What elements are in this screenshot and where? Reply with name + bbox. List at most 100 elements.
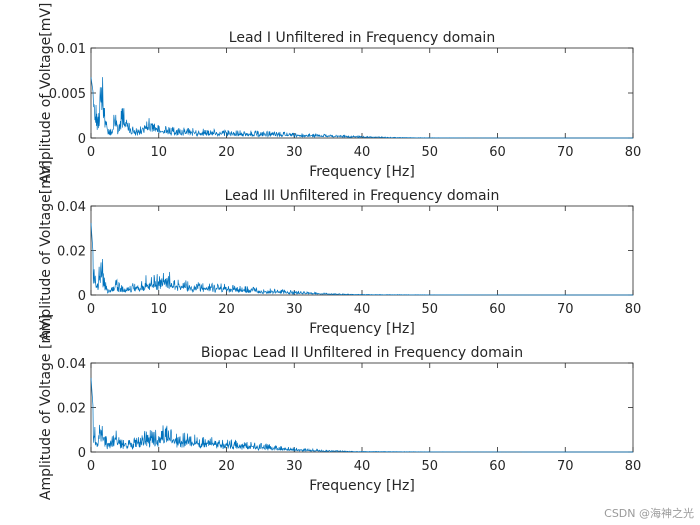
chart-title-3: Biopac Lead II Unfiltered in Frequency d…: [201, 345, 523, 361]
x-tick-label: 40: [354, 459, 371, 474]
data-point-3-9: [124, 440, 125, 441]
data-point-1-26: [565, 137, 566, 138]
data-point-1-19: [260, 130, 261, 131]
data-point-1-5: [107, 124, 108, 125]
data-point-2-15: [192, 281, 193, 282]
data-point-1-18: [226, 129, 227, 130]
y-tick-label: 0.01: [57, 42, 86, 57]
data-point-2-14: [172, 274, 173, 275]
data-point-1-3: [101, 55, 102, 56]
x-tick-label: 70: [557, 459, 574, 474]
x-tick-label: 30: [286, 145, 303, 160]
x-tick-label: 50: [421, 459, 438, 474]
data-point-2-24: [632, 294, 633, 295]
data-point-2-2: [97, 283, 98, 284]
data-point-2-0: [90, 214, 91, 215]
data-point-2-21: [429, 294, 430, 295]
data-point-3-7: [114, 425, 115, 426]
data-point-2-10: [131, 283, 132, 284]
data-point-1-20: [294, 132, 295, 133]
data-point-1-6: [111, 128, 112, 129]
x-tick-label: 20: [218, 145, 235, 160]
data-point-1-16: [172, 126, 173, 127]
data-point-2-11: [145, 274, 146, 275]
y-tick-label: 0: [78, 446, 86, 461]
data-point-3-2: [97, 434, 98, 435]
data-point-1-8: [118, 121, 119, 122]
axes-box-3: [90, 362, 634, 453]
data-point-3-22: [497, 451, 498, 452]
x-tick-label: 30: [286, 459, 303, 474]
data-point-2-18: [294, 290, 295, 291]
data-point-1-15: [158, 121, 159, 122]
data-point-1-27: [632, 137, 633, 138]
data-point-1-12: [138, 128, 139, 129]
series-line-1-1: [90, 77, 633, 139]
x-tick-label: 10: [150, 459, 167, 474]
y-axis-label-2: Amplitude of Voltage[mV]: [38, 160, 54, 341]
x-tick-label: 60: [489, 459, 506, 474]
y-tick-label: 0: [78, 132, 86, 147]
data-point-2-23: [565, 294, 566, 295]
x-tick-label: 40: [354, 145, 371, 160]
data-point-1-24: [429, 137, 430, 138]
data-point-1-22: [361, 136, 362, 137]
y-tick-label: 0.04: [57, 200, 86, 215]
data-point-3-4: [104, 429, 105, 430]
x-tick-label: 20: [218, 302, 235, 317]
data-point-3-10: [131, 438, 132, 439]
x-tick-label: 50: [421, 145, 438, 160]
x-tick-label: 0: [87, 302, 95, 317]
data-point-3-11: [145, 429, 146, 430]
data-point-2-19: [328, 293, 329, 294]
data-point-3-6: [111, 438, 112, 439]
y-tick-label: 0.02: [57, 402, 86, 417]
data-point-3-18: [294, 447, 295, 448]
x-tick-label: 80: [625, 459, 642, 474]
axes-box-1: [90, 47, 634, 139]
x-tick-label: 20: [218, 459, 235, 474]
data-point-1-17: [192, 128, 193, 129]
x-tick-label: 0: [87, 459, 95, 474]
data-point-2-13: [165, 265, 166, 266]
data-point-3-23: [565, 451, 566, 452]
data-point-2-5: [107, 290, 108, 291]
data-point-1-10: [124, 110, 125, 111]
x-tick-label: 70: [557, 145, 574, 160]
x-tick-label: 10: [150, 302, 167, 317]
x-tick-label: 60: [489, 302, 506, 317]
data-point-2-9: [124, 288, 125, 289]
data-point-3-17: [260, 443, 261, 444]
y-tick-label: 0.02: [57, 245, 86, 260]
data-point-1-0: [90, 70, 91, 71]
data-point-2-1: [94, 270, 95, 271]
data-point-3-20: [361, 451, 362, 452]
data-point-3-19: [328, 450, 329, 451]
chart-title-1: Lead I Unfiltered in Frequency domain: [229, 30, 495, 46]
x-axis-label-2: Frequency [Hz]: [309, 321, 415, 337]
data-point-1-7: [114, 106, 115, 107]
data-point-1-2: [97, 110, 98, 111]
data-point-1-13: [145, 115, 146, 116]
data-point-1-1: [94, 97, 95, 98]
series-line-3-1: [90, 377, 633, 453]
x-tick-label: 80: [625, 302, 642, 317]
data-point-3-5: [107, 443, 108, 444]
data-point-3-3: [101, 407, 102, 408]
data-point-2-6: [111, 286, 112, 287]
data-point-2-8: [118, 279, 119, 280]
x-axis-label-3: Frequency [Hz]: [309, 478, 415, 494]
data-point-3-14: [172, 429, 173, 430]
data-point-1-14: [151, 117, 152, 118]
data-point-2-3: [101, 239, 102, 240]
data-point-3-15: [192, 434, 193, 435]
x-axis-label-1: Frequency [Hz]: [309, 164, 415, 180]
y-tick-label: 0: [78, 289, 86, 304]
data-point-3-21: [429, 451, 430, 452]
data-point-3-1: [94, 422, 95, 423]
data-point-3-0: [90, 369, 91, 370]
x-tick-label: 40: [354, 302, 371, 317]
data-point-1-9: [121, 92, 122, 93]
data-point-1-23: [395, 137, 396, 138]
data-point-1-21: [328, 134, 329, 135]
